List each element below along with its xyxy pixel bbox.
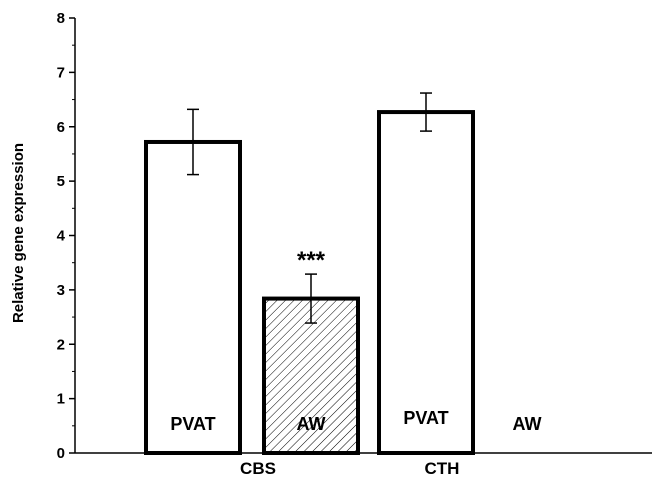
bar-pvat-cth <box>377 110 475 455</box>
bars <box>144 92 475 456</box>
y-axis-title: Relative gene expression <box>10 143 27 323</box>
category-label: CBS <box>240 459 276 478</box>
bar-series-label: PVAT <box>403 408 448 428</box>
bar-series-label: AW <box>297 414 326 434</box>
y-tick-label: 1 <box>57 391 65 408</box>
labels: PVAT AW PVAT AW CBS CTH *** <box>170 247 541 478</box>
significance-marker: *** <box>297 247 326 274</box>
bar-aw-cbs <box>262 296 360 456</box>
category-label: CTH <box>425 459 460 478</box>
y-tick-label: 7 <box>57 64 65 81</box>
y-tick-label: 4 <box>57 228 66 245</box>
bar-series-label: PVAT <box>170 414 215 434</box>
y-tick-label: 3 <box>57 282 65 299</box>
bar-series-label: AW <box>513 414 542 434</box>
y-tick-label: 5 <box>57 173 65 190</box>
y-tick-label: 6 <box>57 119 65 136</box>
bar-pvat-cbs <box>144 139 242 455</box>
y-tick-label: 8 <box>57 10 65 27</box>
y-tick-label: 2 <box>57 336 65 353</box>
y-tick-label: 0 <box>57 445 65 462</box>
